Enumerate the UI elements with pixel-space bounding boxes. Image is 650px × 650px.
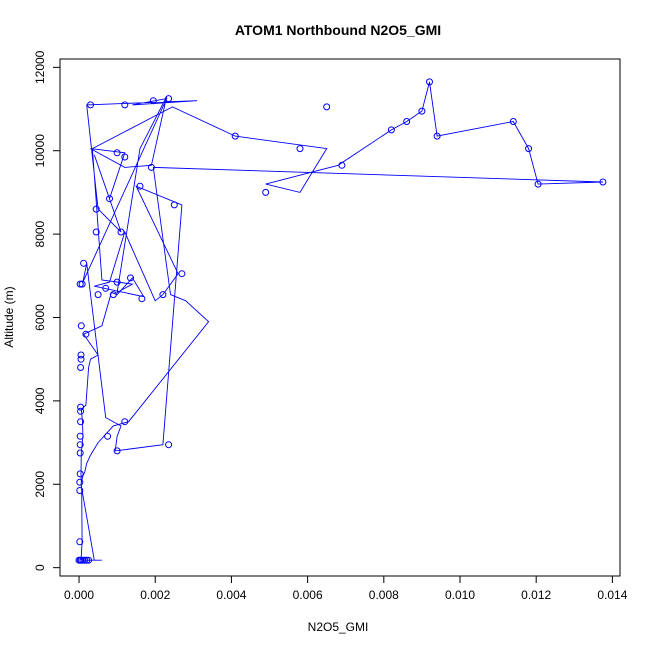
x-tick-label: 0.008	[369, 588, 399, 602]
x-tick-label: 0.002	[140, 588, 170, 602]
data-point	[77, 355, 85, 363]
data-point	[149, 97, 157, 105]
data-point	[599, 178, 607, 186]
data-point	[77, 351, 85, 359]
data-point	[138, 295, 146, 303]
data-point	[534, 180, 542, 188]
data-point	[323, 103, 331, 111]
y-tick-label: 6000	[33, 304, 47, 331]
data-point	[231, 132, 239, 140]
y-tick-label: 10000	[33, 134, 47, 168]
data-point	[76, 432, 84, 440]
data-point	[117, 228, 125, 236]
y-axis-label: Altitude (m)	[2, 286, 16, 347]
data-point	[77, 364, 85, 371]
data-point	[121, 418, 129, 426]
data-point	[165, 441, 173, 449]
data-point	[296, 145, 304, 153]
x-tick-label: 0.010	[445, 588, 475, 602]
data-point	[83, 556, 91, 564]
data-point	[76, 478, 84, 486]
data-point	[426, 78, 433, 86]
data-point	[102, 284, 110, 292]
data-point	[121, 153, 129, 161]
x-tick-label: 0.014	[597, 588, 627, 602]
series-points	[75, 78, 607, 564]
data-point	[387, 126, 395, 134]
data-point	[113, 278, 121, 286]
data-point	[76, 538, 84, 546]
y-tick-label: 0	[33, 564, 47, 571]
data-point	[136, 182, 144, 190]
data-point	[170, 201, 178, 209]
data-point	[76, 280, 84, 288]
y-tick-label: 8000	[33, 220, 47, 247]
data-point	[82, 330, 90, 338]
data-point	[403, 118, 411, 125]
data-point	[113, 149, 121, 157]
series-line-0	[80, 81, 603, 561]
y-tick-label: 4000	[33, 387, 47, 414]
x-axis: 0.000 0.002 0.004 0.006 0.008 0.010 0.012 0.014	[64, 575, 628, 602]
x-axis-label: N2O5_GMI	[308, 620, 369, 634]
data-point	[76, 449, 84, 457]
data-point	[113, 447, 121, 455]
plot-frame	[59, 58, 621, 577]
data-point	[76, 487, 84, 494]
chart-title: ATOM1 Northbound N2O5_GMI	[235, 22, 441, 38]
data-point	[159, 291, 167, 299]
x-tick-label: 0.000	[64, 588, 94, 602]
data-point	[77, 322, 85, 330]
y-tick-label: 12000	[33, 50, 47, 84]
data-point	[77, 403, 85, 411]
data-point	[338, 161, 346, 169]
series-lines	[80, 81, 603, 561]
data-point	[76, 470, 84, 478]
y-tick-label: 2000	[33, 471, 47, 498]
x-tick-label: 0.006	[293, 588, 323, 602]
x-tick-label: 0.012	[521, 588, 551, 602]
data-point	[106, 195, 113, 203]
data-point	[525, 145, 533, 153]
data-point	[80, 259, 88, 267]
data-point	[77, 407, 85, 415]
data-point	[165, 95, 173, 103]
data-point	[76, 441, 84, 449]
data-point	[509, 118, 517, 125]
data-point	[262, 188, 270, 196]
data-point	[94, 291, 102, 299]
data-point	[78, 280, 86, 288]
data-point	[127, 274, 134, 282]
data-point	[109, 291, 117, 299]
data-point	[92, 205, 100, 213]
data-point	[433, 132, 441, 140]
data-point	[87, 101, 94, 109]
x-tick-label: 0.004	[216, 588, 246, 602]
data-point	[85, 556, 93, 564]
data-point	[121, 101, 129, 109]
data-point	[418, 107, 426, 115]
data-point	[92, 228, 100, 236]
data-point	[178, 270, 186, 278]
data-point	[81, 556, 89, 564]
data-point	[104, 432, 112, 440]
data-point	[77, 418, 85, 426]
data-point	[147, 163, 155, 171]
